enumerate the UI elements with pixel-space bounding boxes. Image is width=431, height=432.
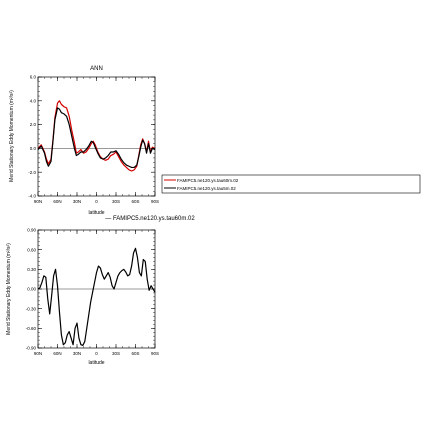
y-tick-label: -4.0 (28, 194, 36, 199)
x-axis-label: latitude (88, 360, 104, 366)
x-tick-label: 0 (95, 351, 98, 356)
x-tick-label: 0 (95, 199, 98, 204)
x-tick-label: 30S (112, 351, 120, 356)
legend-frame (161, 174, 421, 194)
y-tick-label: 0.30 (27, 267, 36, 272)
y-tick-label: -2.0 (28, 170, 36, 175)
legend: FAMIPC5.ne120.ys.tau60m.02 FAMIPC5.ne120… (161, 174, 421, 194)
y-tick-label: 0.60 (27, 247, 36, 252)
legend-entry-label: FAMIPC5.ne120.ys.tau5m.02 (177, 186, 236, 191)
x-axis-label: latitude (88, 210, 104, 216)
x-tick-label: 60N (53, 199, 61, 204)
y-tick-label: 6.0 (30, 75, 37, 80)
y-tick-label: 4.0 (30, 98, 37, 103)
y-tick-label: -0.90 (26, 346, 37, 351)
chart-panel-bottom: — FAMIPC5.ne120.ys.tau60m.02 Merid Stati… (6, 216, 195, 366)
series-line (37, 107, 156, 169)
x-tick-label: 60S (131, 199, 139, 204)
series-line (37, 247, 156, 346)
x-tick-label: 30N (73, 351, 81, 356)
y-tick-label: -0.60 (26, 326, 37, 331)
y-tick-label: 0.0 (30, 146, 37, 151)
chart-title: — FAMIPC5.ne120.ys.tau60m.02 (105, 216, 195, 222)
chart-title: ANN (90, 66, 103, 72)
x-tick-label: 30S (112, 199, 120, 204)
x-tick-label: 90S (151, 199, 159, 204)
y-tick-label: 2.0 (30, 122, 37, 127)
legend-entry-label: FAMIPC5.ne120.ys.tau60m.02 (177, 178, 239, 183)
x-tick-label: 60N (53, 351, 61, 356)
x-tick-label: 90S (151, 351, 159, 356)
y-tick-label: 0.90 (27, 228, 36, 233)
y-axis-label: Merid Stationary Eddy Momentum (m²/s²) (6, 243, 12, 335)
y-tick-label: -0.30 (26, 306, 37, 311)
y-tick-label: 0.00 (27, 287, 36, 292)
y-axis-label: Merid Stationary Eddy Momentum (m²/s²) (9, 90, 15, 182)
chart-panel-top: ANN Merid Stationary Eddy Momentum (m²/s… (9, 66, 159, 216)
x-tick-label: 90N (34, 351, 42, 356)
x-tick-label: 60S (131, 351, 139, 356)
plot-frame (37, 76, 156, 197)
x-tick-label: 30N (73, 199, 81, 204)
x-tick-label: 90N (34, 199, 42, 204)
